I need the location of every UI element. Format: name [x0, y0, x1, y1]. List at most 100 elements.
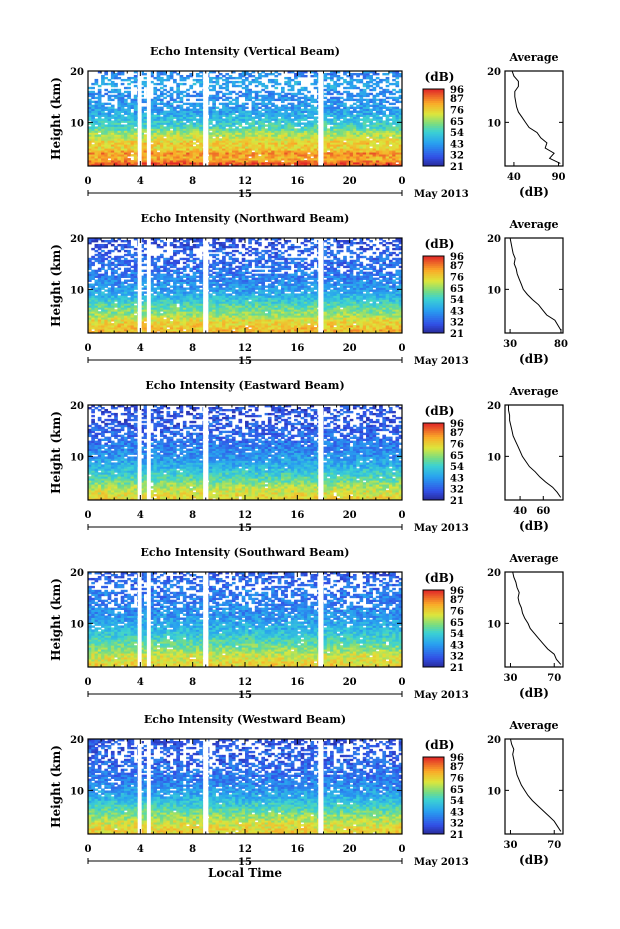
y-tick-label: 10 — [70, 619, 84, 630]
data-gap — [203, 71, 209, 166]
average-frame — [504, 237, 564, 334]
colorbar-tick-label: 76 — [450, 106, 464, 117]
x-tick-label: 0 — [85, 510, 92, 521]
colorbar-unit: (dB) — [425, 404, 455, 418]
colorbar-tick-label: 54 — [450, 295, 464, 306]
average-unit: (dB) — [519, 853, 549, 867]
x-tick-label: 12 — [238, 844, 252, 855]
colorbar-tick-label: 21 — [450, 162, 464, 173]
average-title: Average — [508, 218, 558, 231]
colorbar-tick-label: 32 — [450, 151, 464, 162]
colorbar-tick-label: 32 — [450, 819, 464, 830]
y-axis-label: Height (km) — [49, 578, 63, 661]
average-unit: (dB) — [519, 686, 549, 700]
date-label: May 2013 — [414, 857, 469, 868]
data-gap — [137, 739, 142, 834]
panel-title: Echo Intensity (Vertical Beam) — [150, 45, 340, 58]
colorbar-tick-label: 87 — [450, 428, 464, 439]
x-tick-label: 0 — [399, 176, 406, 187]
colorbar-tick-label: 21 — [450, 496, 464, 507]
x-tick-label: 12 — [238, 343, 252, 354]
x-tick-label: 20 — [343, 844, 357, 855]
avg-y-tick-label: 20 — [487, 735, 501, 746]
colorbar-tick-label: 43 — [450, 306, 464, 317]
panel-title: Echo Intensity (Southward Beam) — [141, 546, 350, 559]
panel-4: Echo Intensity (Southward Beam) 0 4 8 12 16 20… — [49, 546, 564, 701]
colorbar-frame — [422, 589, 445, 668]
y-tick-label: 20 — [70, 401, 84, 412]
data-gap — [318, 405, 324, 500]
x-tick-label: 4 — [137, 343, 144, 354]
x-tick-label: 0 — [85, 176, 92, 187]
data-gap — [146, 572, 151, 667]
colorbar-frame — [422, 255, 445, 334]
x-tick-label: 16 — [290, 677, 304, 688]
colorbar-tick-label: 96 — [450, 586, 464, 597]
colorbar-unit: (dB) — [425, 237, 455, 251]
average-profile-line — [511, 70, 561, 164]
x-tick-label: 16 — [290, 844, 304, 855]
y-tick-label: 20 — [70, 735, 84, 746]
average-profile-line — [508, 405, 562, 498]
average-frame — [504, 738, 564, 835]
x-tick-label: 8 — [189, 343, 196, 354]
average-unit: (dB) — [519, 185, 549, 199]
avg-x-tick-label: 90 — [552, 172, 566, 183]
x-tick-label: 16 — [290, 510, 304, 521]
average-profile-line — [512, 571, 562, 665]
heatmap-field — [88, 71, 403, 167]
avg-x-tick-label: 60 — [536, 506, 550, 517]
x-tick-label: 12 — [238, 176, 252, 187]
heatmap-field — [88, 739, 403, 835]
panel-3: Echo Intensity (Eastward Beam) 0 4 8 12 16 20 0… — [49, 379, 564, 534]
avg-x-tick-label: 40 — [513, 506, 527, 517]
avg-y-tick-label: 10 — [487, 118, 501, 129]
average-title: Average — [508, 385, 558, 398]
x-tick-label: 4 — [137, 677, 144, 688]
panel-5: Echo Intensity (Westward Beam) 0 4 8 12 16 20 0… — [49, 713, 564, 868]
data-gap — [146, 238, 151, 333]
colorbar-unit: (dB) — [425, 738, 455, 752]
colorbar-tick-label: 65 — [450, 785, 464, 796]
average-unit: (dB) — [519, 352, 549, 366]
colorbar-tick-label: 54 — [450, 796, 464, 807]
x-tick-label: 8 — [189, 677, 196, 688]
data-gap — [146, 71, 151, 166]
colorbar-tick-label: 65 — [450, 451, 464, 462]
colorbar-tick-label: 43 — [450, 139, 464, 150]
panel-1: Echo Intensity (Vertical Beam) 0 4 8 12 16 20 0… — [49, 45, 566, 200]
x-tick-label: 20 — [343, 510, 357, 521]
day-label: 15 — [238, 690, 252, 701]
x-tick-label: 0 — [399, 677, 406, 688]
date-label: May 2013 — [414, 523, 469, 534]
avg-x-tick-label: 70 — [547, 673, 561, 684]
colorbar-tick-label: 87 — [450, 762, 464, 773]
colorbar-tick-label: 32 — [450, 318, 464, 329]
x-tick-label: 8 — [189, 844, 196, 855]
y-axis-label: Height (km) — [49, 411, 63, 494]
x-tick-label: 20 — [343, 176, 357, 187]
day-label: 15 — [238, 523, 252, 534]
day-label: 15 — [238, 189, 252, 200]
colorbar-tick-label: 54 — [450, 462, 464, 473]
colorbar-tick-label: 21 — [450, 830, 464, 841]
colorbar-frame — [422, 422, 445, 501]
colorbar-unit: (dB) — [425, 571, 455, 585]
x-tick-label: 16 — [290, 343, 304, 354]
colorbar-frame — [422, 88, 445, 167]
date-label: May 2013 — [414, 356, 469, 367]
average-frame — [504, 70, 564, 167]
data-gap — [146, 405, 151, 500]
colorbar-tick-label: 43 — [450, 807, 464, 818]
x-axis-label: Local Time — [208, 866, 282, 880]
x-tick-label: 20 — [343, 343, 357, 354]
x-tick-label: 4 — [137, 176, 144, 187]
heatmap-field — [88, 405, 403, 501]
day-label: 15 — [238, 356, 252, 367]
average-title: Average — [508, 552, 558, 565]
colorbar-tick-label: 87 — [450, 94, 464, 105]
colorbar-tick-label: 21 — [450, 329, 464, 340]
average-unit: (dB) — [519, 519, 549, 533]
colorbar-tick-label: 65 — [450, 284, 464, 295]
